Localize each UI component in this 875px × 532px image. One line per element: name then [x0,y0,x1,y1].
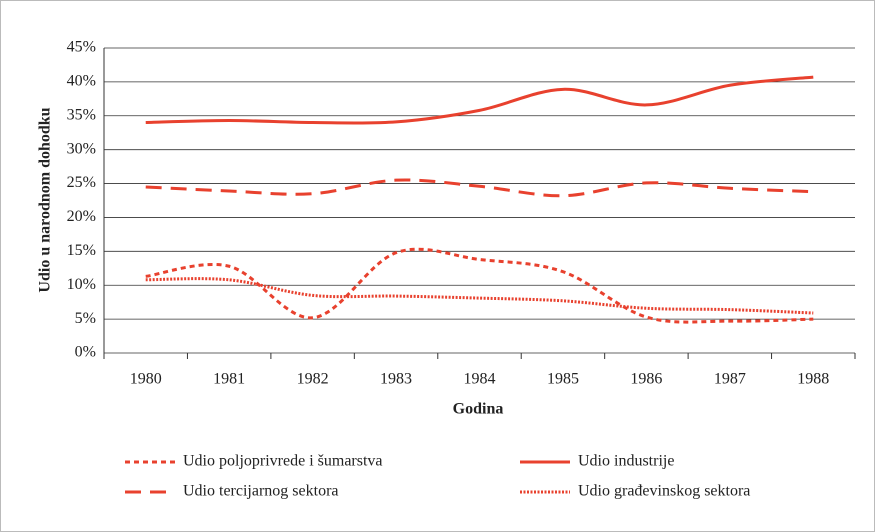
x-tick-label: 1988 [797,371,829,388]
y-tick-label: 20% [67,208,96,225]
y-tick-label: 30% [67,140,96,157]
x-tick-label: 1986 [630,371,662,388]
x-tick-label: 1982 [297,371,329,388]
x-axis-title: Godina [453,401,504,418]
y-axis-title: Udio u narodnom dohodku [37,107,54,292]
x-tick-label: 1983 [380,371,412,388]
x-tick-label: 1987 [714,371,746,388]
legend-label: Udio tercijarnog sektora [183,483,339,500]
line-series [145,178,814,198]
y-tick-label: 15% [67,242,96,259]
line-series [145,277,814,315]
legend-label: Udio građevinskog sektora [578,483,750,500]
y-tick-label: 25% [67,174,96,191]
x-tick-label: 1981 [213,371,245,388]
y-tick-label: 35% [67,106,96,123]
y-tick-label: 0% [75,344,96,361]
legend-label: Udio poljoprivrede i šumarstva [183,453,383,470]
x-tick-label: 1980 [130,371,162,388]
y-tick-label: 10% [67,276,96,293]
x-tick-label: 1985 [547,371,579,388]
legend-label: Udio industrije [578,453,674,470]
line-series [145,247,814,324]
line-series [145,75,814,125]
x-tick-label: 1984 [464,371,496,388]
y-tick-label: 45% [67,39,96,56]
y-tick-label: 40% [67,73,96,90]
y-tick-label: 5% [75,310,96,327]
